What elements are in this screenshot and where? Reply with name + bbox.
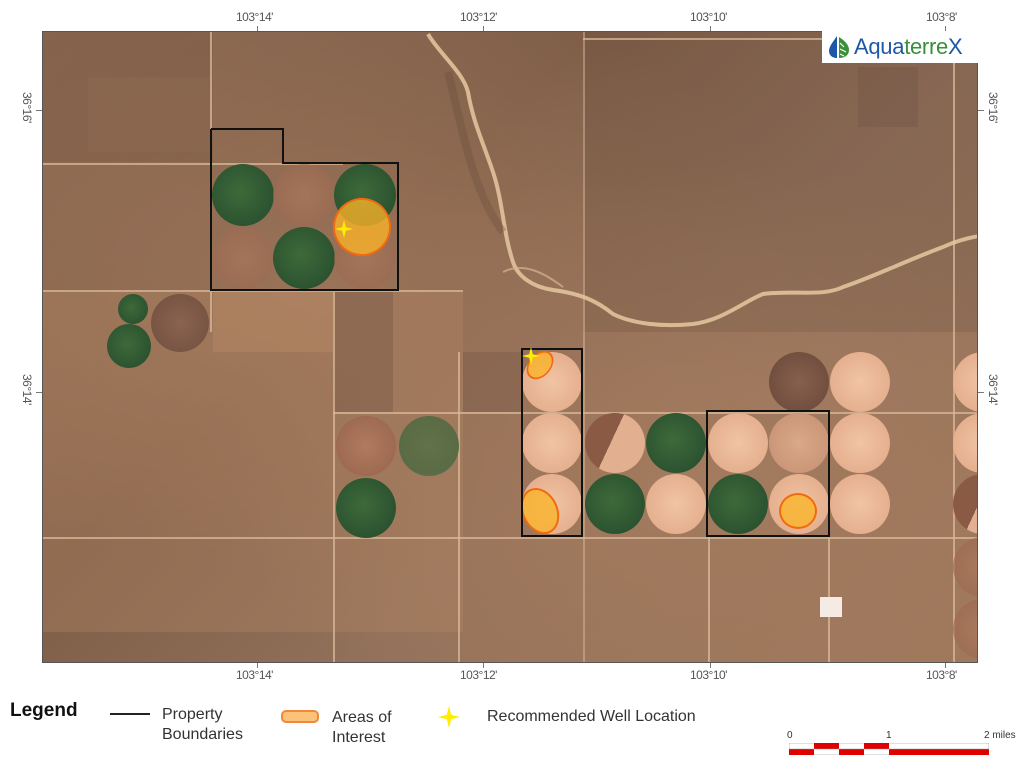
axis-tick	[945, 26, 946, 31]
road	[43, 163, 343, 165]
property-boundary[interactable]	[706, 410, 830, 537]
river-draw	[426, 32, 977, 328]
longitude-label-top: 103°12'	[460, 10, 497, 24]
longitude-label-top: 103°10'	[690, 10, 727, 24]
property-boundary-legend-symbol	[110, 713, 150, 715]
legend-title: Legend	[10, 700, 78, 721]
brand-name: AquaterreX	[854, 34, 963, 59]
latitude-label-left: 36°16'	[20, 92, 34, 123]
road	[708, 537, 710, 662]
parcel	[213, 292, 333, 352]
longitude-label-top: 103°8'	[926, 10, 957, 24]
axis-tick	[710, 26, 711, 31]
pivot-field	[336, 416, 396, 476]
parcel	[333, 292, 393, 412]
pivot-field	[212, 164, 274, 226]
pivot-field	[585, 413, 645, 473]
pivot-field	[107, 324, 151, 368]
pivot-field	[708, 413, 768, 473]
yellow-star-icon	[438, 706, 460, 728]
road	[43, 537, 977, 539]
road	[333, 292, 335, 662]
pivot-field	[151, 294, 209, 352]
water-leaf-icon	[829, 36, 849, 58]
pivot-field	[585, 474, 645, 534]
pivot-field	[769, 413, 829, 473]
property-boundary[interactable]	[43, 32, 978, 663]
road	[583, 38, 977, 40]
pivot-field	[336, 478, 396, 538]
pivot-field	[212, 227, 274, 289]
longitude-label-bottom: 103°10'	[690, 668, 727, 682]
aquaterrex-logo: AquaterreX	[822, 31, 978, 63]
legend-label-well: Recommended Well Location	[487, 708, 696, 725]
pivot-field	[830, 352, 890, 412]
latitude-label-right: 36°16'	[986, 92, 1000, 123]
scale-bar	[789, 743, 989, 755]
recommended-well-star-icon[interactable]	[522, 347, 540, 365]
pivot-field	[646, 474, 706, 534]
pivot-field	[830, 474, 890, 534]
axis-tick	[36, 110, 42, 111]
parcel	[43, 32, 213, 162]
parcel	[88, 77, 213, 152]
road	[953, 32, 955, 662]
pivot-field	[522, 413, 582, 473]
pivot-field	[830, 413, 890, 473]
pivot-field	[273, 164, 335, 226]
pivot-field	[399, 416, 459, 476]
latitude-label-right: 36°14'	[986, 374, 1000, 405]
longitude-label-bottom: 103°14'	[236, 668, 273, 682]
axis-tick	[257, 26, 258, 31]
structure	[820, 597, 842, 617]
property-boundary[interactable]	[521, 348, 583, 537]
longitude-label-bottom: 103°12'	[460, 668, 497, 682]
area-of-interest-legend-symbol	[281, 710, 319, 723]
pivot-field	[708, 474, 768, 534]
parcel	[583, 32, 977, 332]
road	[333, 412, 977, 414]
axis-tick	[945, 663, 946, 668]
axis-tick	[483, 26, 484, 31]
legend-label-aoi: Areas of Interest	[332, 709, 392, 746]
road	[828, 412, 830, 662]
parcel	[858, 67, 918, 127]
road	[583, 32, 585, 662]
satellite-map[interactable]	[42, 31, 978, 663]
axis-tick	[978, 110, 984, 111]
longitude-label-top: 103°14'	[236, 10, 273, 24]
parcel	[463, 352, 523, 412]
pivot-field	[118, 294, 148, 324]
recommended-well-star-icon[interactable]	[335, 220, 353, 238]
area-of-interest[interactable]	[779, 493, 817, 529]
pivot-field	[769, 352, 829, 412]
axis-tick	[710, 663, 711, 668]
road	[458, 352, 460, 662]
scale-label-1: 1	[886, 730, 892, 741]
scale-label-2: 2 miles	[984, 730, 1016, 741]
pivot-field	[273, 227, 335, 289]
latitude-label-left: 36°14'	[20, 374, 34, 405]
longitude-label-bottom: 103°8'	[926, 668, 957, 682]
axis-tick	[978, 392, 984, 393]
scale-label-0: 0	[787, 730, 793, 741]
pivot-field	[646, 413, 706, 473]
axis-tick	[257, 663, 258, 668]
axis-tick	[483, 663, 484, 668]
legend-label-property: Property Boundaries	[162, 706, 243, 743]
axis-tick	[36, 392, 42, 393]
